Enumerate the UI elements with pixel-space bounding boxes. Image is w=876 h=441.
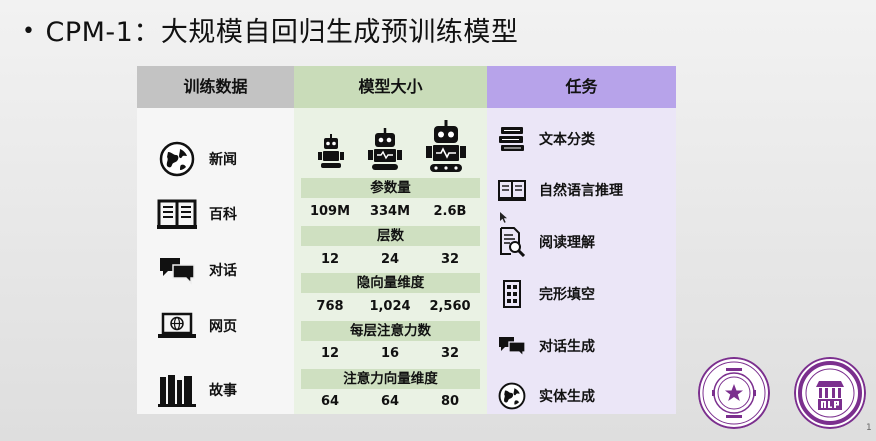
param-count-values: 109M 334M 2.6B <box>301 202 480 222</box>
thunlp-logo-icon <box>794 357 866 429</box>
value-small: 12 <box>320 252 340 267</box>
value-medium: 24 <box>380 252 400 267</box>
value-large: 80 <box>440 394 460 409</box>
open-book-icon <box>497 175 527 205</box>
robot-large-icon <box>426 120 466 172</box>
books-icon <box>157 372 197 408</box>
open-book-icon <box>157 196 197 232</box>
value-large: 32 <box>440 252 460 267</box>
layers-values: 12 24 32 <box>301 250 480 270</box>
attention-heads-values: 12 16 32 <box>301 344 480 364</box>
tasks-column: 任务 文本分类 自然语言推理 阅读理解 完形填空 对话生成 实体生成 <box>487 66 676 414</box>
value-medium: 64 <box>380 394 400 409</box>
task-item-entity-generation: 实体生成 <box>497 381 595 411</box>
data-item-encyclopedia: 百科 <box>157 196 237 232</box>
task-item-text-classification: 文本分类 <box>497 124 595 154</box>
document-search-icon <box>497 227 527 257</box>
task-item-nli: 自然语言推理 <box>497 175 623 205</box>
task-item-label: 文本分类 <box>539 132 595 148</box>
data-item-dialogue: 对话 <box>157 252 237 288</box>
stacked-books-icon <box>497 124 527 154</box>
page-number: 1 <box>866 423 872 433</box>
task-item-cloze: 完形填空 <box>497 279 595 309</box>
value-small: 12 <box>320 346 340 361</box>
model-size-column: 模型大小 参数量 109M 334M 2.6B 层数 12 24 32 隐向量维… <box>294 66 487 414</box>
data-item-news: 新闻 <box>157 141 237 177</box>
model-size-header: 模型大小 <box>294 66 487 108</box>
data-item-label: 对话 <box>209 263 237 279</box>
tasks-header: 任务 <box>487 66 676 108</box>
slide-title-text: CPM-1：大规模自回归生成预训练模型 <box>45 17 519 48</box>
slide-title: • CPM-1：大规模自回归生成预训练模型 <box>22 16 518 50</box>
training-data-column: 训练数据 新闻 百科 对话 网页 故事 <box>137 66 294 414</box>
robot-icons-row <box>294 120 487 172</box>
robot-medium-icon <box>368 128 402 170</box>
data-item-story: 故事 <box>157 372 237 408</box>
attention-dim-values: 64 64 80 <box>301 392 480 412</box>
value-medium: 1,024 <box>369 299 411 314</box>
data-item-label: 网页 <box>209 319 237 335</box>
mouse-cursor-icon <box>500 212 507 223</box>
globe-icon <box>157 141 197 177</box>
attention-heads-label: 每层注意力数 <box>301 321 480 341</box>
bullet-icon: • <box>22 19 36 44</box>
training-data-header: 训练数据 <box>137 66 294 108</box>
data-item-label: 新闻 <box>209 152 237 168</box>
data-item-label: 故事 <box>209 383 237 399</box>
chat-bubbles-icon <box>157 252 197 288</box>
value-small: 64 <box>320 394 340 409</box>
laptop-globe-icon <box>157 308 197 344</box>
task-item-label: 自然语言推理 <box>539 183 623 199</box>
value-small: 768 <box>316 299 344 314</box>
task-item-dialogue-generation: 对话生成 <box>497 331 595 361</box>
task-item-label: 实体生成 <box>539 389 595 405</box>
value-large: 2,560 <box>429 299 471 314</box>
task-item-label: 对话生成 <box>539 339 595 355</box>
attention-dim-label: 注意力向量维度 <box>301 369 480 389</box>
task-item-label: 阅读理解 <box>539 235 595 251</box>
chat-bubbles-icon <box>497 331 527 361</box>
tsinghua-university-seal-icon <box>698 357 770 429</box>
globe-icon <box>497 381 527 411</box>
value-large: 2.6B <box>433 204 467 219</box>
data-item-webpage: 网页 <box>157 308 237 344</box>
task-item-reading-comprehension: 阅读理解 <box>497 227 595 257</box>
data-item-label: 百科 <box>209 207 237 223</box>
hidden-dim-values: 768 1,024 2,560 <box>301 297 480 317</box>
value-medium: 334M <box>369 204 411 219</box>
value-medium: 16 <box>380 346 400 361</box>
task-item-label: 完形填空 <box>539 287 595 303</box>
layers-label: 层数 <box>301 226 480 246</box>
value-small: 109M <box>309 204 351 219</box>
robot-small-icon <box>318 134 344 168</box>
value-large: 32 <box>440 346 460 361</box>
form-boxes-icon <box>497 279 527 309</box>
param-count-label: 参数量 <box>301 178 480 198</box>
hidden-dim-label: 隐向量维度 <box>301 273 480 293</box>
